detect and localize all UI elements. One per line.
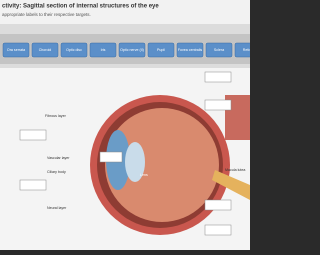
activity-title: ctivity: Sagittal section of internal st… [2,4,159,10]
label-button[interactable] [118,42,146,58]
instruction: appropriate labels to their respective t… [2,12,91,17]
label-button[interactable] [60,42,88,58]
screen: ctivity: Sagittal section of internal st… [0,0,262,250]
diagram-label: Vascular layer [47,156,70,160]
eye-diagram [90,95,250,235]
label-button[interactable] [31,42,59,58]
optic-nerve-shape [212,170,250,200]
drop-target[interactable] [204,199,232,211]
diagram-label: Neural layer [47,206,67,210]
label-button[interactable] [89,42,117,58]
label-button[interactable] [176,42,204,58]
label-text[interactable]: Choroid [39,48,52,52]
diagram-label: Ciliary body [47,170,66,174]
drop-target[interactable] [19,179,47,191]
label-text[interactable]: Optic disc [66,48,82,52]
diagram-label: Lens [140,173,148,177]
drop-target[interactable] [204,224,232,236]
label-button[interactable] [147,42,175,58]
label-text[interactable]: Iris [101,48,106,52]
label-button[interactable] [2,42,30,58]
lens-shape [125,142,145,182]
label-text[interactable]: Pupil [157,48,165,52]
drop-target[interactable] [204,99,232,111]
label-text[interactable]: Ora serrata [7,48,25,52]
drop-target[interactable] [19,129,47,141]
label-text[interactable]: Retina [243,48,253,52]
drop-target[interactable] [204,71,232,83]
label-text[interactable]: Sclera [214,48,224,52]
header-bar [0,0,250,24]
diagram-label: Macula lutea [225,168,245,172]
label-text[interactable]: Fovea centralis [178,48,203,52]
diagram-label: Fibrous layer [45,114,67,118]
label-text[interactable]: Optic nerve (II) [120,48,144,52]
label-button[interactable] [205,42,233,58]
targets [19,71,232,236]
diagram-labels: Fibrous layer Vascular layer Ciliary body N… [45,114,245,210]
label-bank-items: Ora serrata Choroid Optic disc Iris Optic ne… [2,42,262,58]
drop-target[interactable] [99,151,123,163]
vitreous-shape [105,108,219,222]
